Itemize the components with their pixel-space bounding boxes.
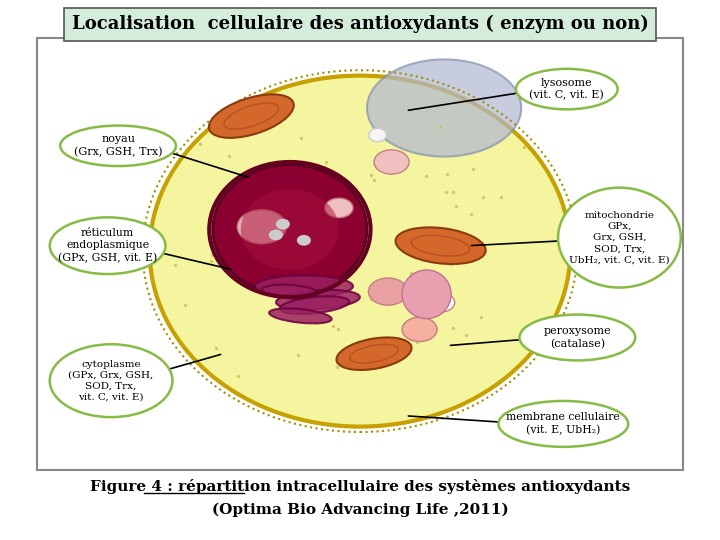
Ellipse shape	[369, 278, 408, 305]
Ellipse shape	[279, 296, 349, 314]
Ellipse shape	[367, 59, 521, 157]
Ellipse shape	[516, 69, 618, 109]
Ellipse shape	[520, 314, 635, 361]
Text: lysosome
(vit. C, vit. E): lysosome (vit. C, vit. E)	[529, 78, 604, 100]
Text: peroxysome
(catalase): peroxysome (catalase)	[544, 326, 611, 349]
Ellipse shape	[427, 293, 454, 312]
Ellipse shape	[325, 198, 353, 218]
Ellipse shape	[209, 94, 294, 138]
Ellipse shape	[269, 308, 332, 323]
Ellipse shape	[255, 275, 353, 297]
Ellipse shape	[276, 290, 360, 309]
Text: Figure 4 : répartition intracellulaire des systèmes antioxydants: Figure 4 : répartition intracellulaire d…	[90, 478, 630, 494]
Ellipse shape	[395, 227, 486, 264]
Text: (Optima Bio Advancing Life ,2011): (Optima Bio Advancing Life ,2011)	[212, 503, 508, 517]
Ellipse shape	[558, 187, 681, 287]
Ellipse shape	[276, 219, 290, 230]
Ellipse shape	[213, 165, 367, 294]
Ellipse shape	[369, 128, 387, 141]
Ellipse shape	[240, 189, 339, 270]
Ellipse shape	[150, 76, 570, 427]
FancyBboxPatch shape	[37, 38, 683, 470]
Ellipse shape	[402, 317, 437, 342]
Ellipse shape	[374, 150, 409, 174]
Ellipse shape	[262, 285, 318, 299]
Text: cytoplasme
(GPx, Grx, GSH,
SOD, Trx,
vit. C, vit. E): cytoplasme (GPx, Grx, GSH, SOD, Trx, vit…	[68, 360, 154, 402]
Ellipse shape	[498, 401, 628, 447]
Ellipse shape	[238, 210, 287, 244]
Text: mitochondrie
GPx,
Grx, GSH,
SOD, Trx,
UbH₂, vit. C, vit. E): mitochondrie GPx, Grx, GSH, SOD, Trx, Ub…	[569, 211, 670, 264]
Text: Localisation  cellulaire des antioxydants ( enzym ou non): Localisation cellulaire des antioxydants…	[71, 15, 649, 33]
Ellipse shape	[60, 126, 176, 166]
Ellipse shape	[336, 338, 412, 370]
Ellipse shape	[269, 230, 283, 240]
Ellipse shape	[402, 270, 451, 319]
Text: réticulum
endoplasmique
(GPx, GSH, vit. E): réticulum endoplasmique (GPx, GSH, vit. …	[58, 228, 157, 264]
Text: noyau
(Grx, GSH, Trx): noyau (Grx, GSH, Trx)	[74, 134, 163, 157]
Ellipse shape	[50, 345, 173, 417]
Ellipse shape	[50, 217, 166, 274]
Ellipse shape	[297, 235, 311, 246]
Text: membrane cellulaire
(vit. E, UbH₂): membrane cellulaire (vit. E, UbH₂)	[506, 413, 620, 435]
